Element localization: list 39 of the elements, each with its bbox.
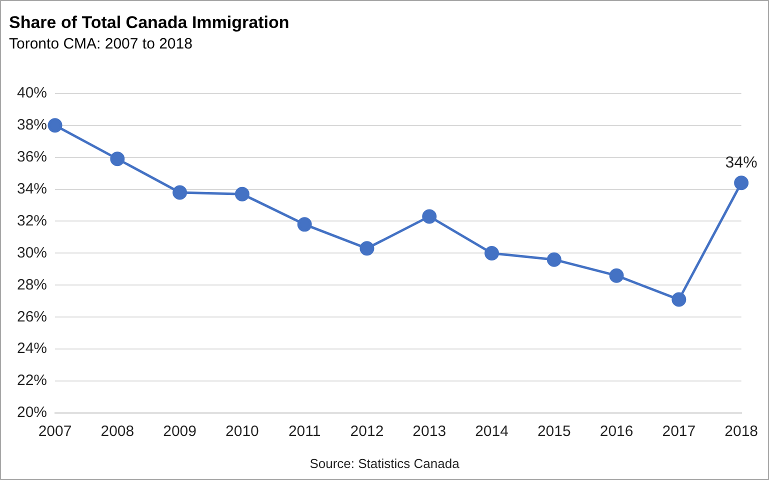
point	[48, 118, 62, 133]
point	[609, 268, 624, 283]
y-tick-label: 30%	[16, 244, 48, 262]
y-tick-label: 24%	[16, 340, 48, 358]
x-tick-label: 2007	[38, 423, 72, 440]
x-tick-label: 2012	[350, 423, 384, 440]
y-tick-label: 36%	[16, 148, 48, 166]
x-tick-label: 2014	[475, 423, 508, 440]
chart-subtitle: Toronto CMA: 2007 to 2018	[9, 36, 192, 53]
x-tick-label: 2013	[412, 423, 446, 440]
data-label: 34%	[725, 154, 758, 172]
y-tick-label: 38%	[16, 116, 48, 134]
x-tick-label: 2010	[226, 423, 259, 440]
y-tick-label: 28%	[16, 276, 48, 294]
x-tick-label: 2015	[537, 423, 571, 440]
point	[484, 246, 500, 260]
x-tick-label: 2017	[662, 423, 696, 440]
point	[172, 185, 188, 200]
y-tick-label: 40%	[16, 84, 48, 102]
x-tick-label: 2018	[724, 423, 758, 440]
y-tick-label: 32%	[16, 212, 48, 230]
chart-title: Share of Total Canada Immigration	[9, 12, 290, 32]
x-tick-label: 2016	[600, 423, 634, 440]
x-tick-label: 2011	[288, 423, 321, 440]
x-tick-label: 2009	[163, 423, 196, 440]
y-tick-label: 34%	[16, 180, 48, 198]
point	[422, 209, 437, 224]
point	[234, 186, 250, 202]
y-tick-label: 20%	[16, 404, 48, 422]
point	[297, 217, 312, 232]
point	[546, 252, 562, 267]
point	[734, 176, 749, 190]
source-note: Source: Statistics Canada	[310, 456, 460, 472]
y-tick-label: 26%	[16, 308, 48, 326]
point	[360, 241, 374, 256]
point	[110, 152, 125, 166]
x-tick-label: 2008	[100, 423, 134, 440]
point	[672, 292, 686, 307]
y-tick-label: 22%	[16, 372, 48, 390]
